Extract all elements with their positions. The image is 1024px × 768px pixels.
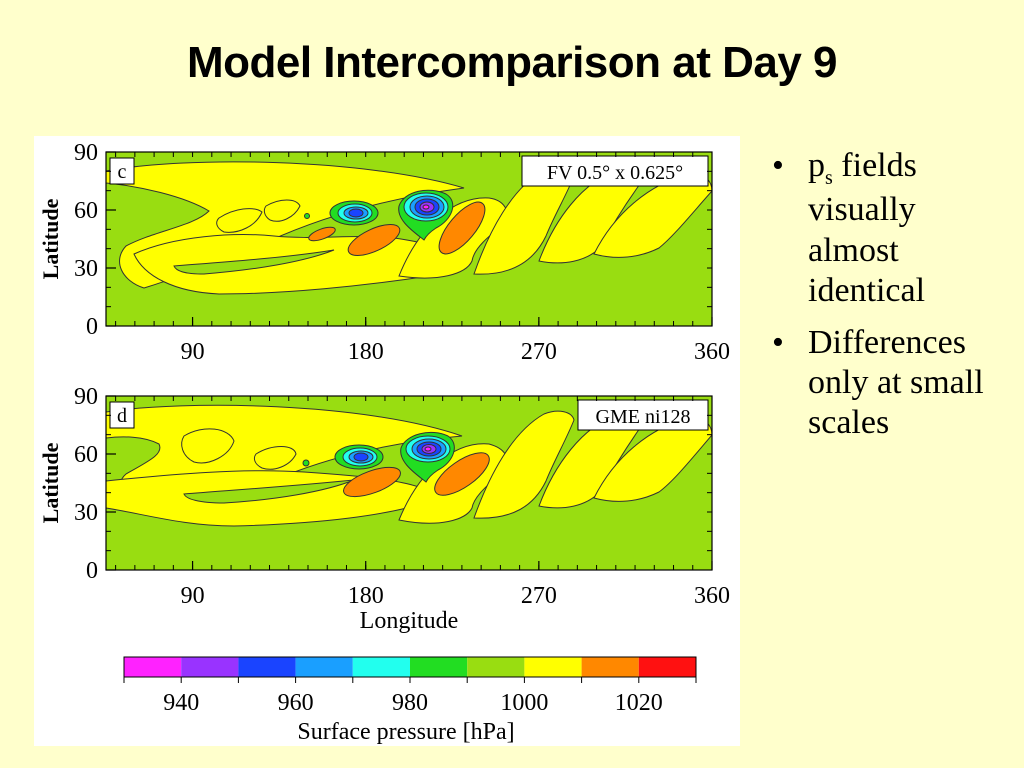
- panel-d-y-tick-label: 60: [74, 442, 98, 468]
- panel-d-lobe-small-2: [253, 446, 297, 470]
- panel-d-x-tick-label: 90: [181, 583, 205, 609]
- bullet-dot-icon: •: [772, 323, 784, 361]
- panel-d-low-2: [400, 432, 455, 483]
- colorbar-swatch: [295, 657, 353, 677]
- slide-title: Model Intercomparison at Day 9: [186, 38, 838, 87]
- panel-c-y-tick-label: 0: [86, 314, 98, 340]
- colorbar-swatch: [238, 657, 296, 677]
- colorbar-swatch: [124, 657, 182, 677]
- panel-d-ylabel: Latitude: [38, 442, 63, 523]
- panel-d-high-1: [343, 466, 401, 498]
- panel-d-model-label: GME ni128: [596, 406, 691, 428]
- bullet-item-2: • Differences only at small scales: [770, 323, 1010, 443]
- panel-c-x-tick-label: 90: [181, 339, 205, 365]
- panel-c-high-2: [438, 201, 486, 255]
- panel-c-low-2: [398, 189, 454, 241]
- panel-c-y-tick-label: 60: [74, 198, 98, 224]
- panel-c-lobe-small-2: [263, 199, 301, 222]
- colorbar-tick-label: 940: [163, 690, 199, 716]
- colorbar-tick-label: 1000: [500, 690, 548, 716]
- pressure-figure: c FV 0.5° x 0.625° d GME ni128 Latitude …: [34, 136, 740, 746]
- panel-d-x-tick-label: 270: [521, 583, 557, 609]
- panel-c-x-tick-label: 270: [521, 339, 557, 365]
- bullet-1-subscript: s: [825, 166, 833, 189]
- panel-c-high-3: [308, 226, 336, 242]
- colorbar-swatch: [410, 657, 468, 677]
- panel-c-ylabel: Latitude: [38, 198, 63, 279]
- panel-d-high-2: [434, 452, 490, 496]
- colorbar-swatch: [352, 657, 410, 677]
- panel-d-label: d: [117, 405, 127, 427]
- panel-c-label: c: [118, 161, 127, 183]
- panel-d-ticks: 90 180 270 360 0 30 60 90: [74, 384, 730, 609]
- bullet-1-rest: fields visually almost identical: [808, 147, 926, 309]
- panel-d-y-tick-label: 90: [74, 384, 98, 410]
- panel-c-x-tick-label: 360: [694, 339, 730, 365]
- colorbar-swatch: [638, 657, 696, 677]
- bullet-dot-icon: •: [772, 147, 784, 184]
- panel-d-lobe-small-1: [181, 428, 235, 464]
- panel-d-wave-2: [473, 410, 575, 519]
- bullet-1-text: p: [808, 147, 825, 184]
- panel-c-high-1: [347, 224, 401, 256]
- colorbar-swatch: [467, 657, 525, 677]
- panel-c-label-box: c: [109, 157, 135, 185]
- panel-d-low-1: [334, 444, 384, 470]
- colorbar-tick-label: 980: [392, 690, 428, 716]
- panel-d-y-tick-label: 30: [74, 500, 98, 526]
- panel-d-label-box: d: [109, 401, 135, 429]
- colorbar: 940 960 980 1000 1020: [123, 656, 697, 716]
- panel-c-low-1: [329, 200, 379, 226]
- panel-c-model-label: FV 0.5° x 0.625°: [547, 162, 683, 184]
- panel-c-model-box: FV 0.5° x 0.625°: [521, 155, 709, 187]
- panel-d-y-tick-label: 0: [86, 558, 98, 584]
- colorbar-swatch: [524, 657, 582, 677]
- panel-c-x-tick-label: 180: [348, 339, 384, 365]
- panel-d-model-box: GME ni128: [577, 399, 709, 431]
- bullet-item-1: • ps fields visually almost identical: [770, 146, 1010, 311]
- bullet-list: • ps fields visually almost identical • …: [770, 146, 1010, 455]
- bullet-2-text: Differences only at small scales: [808, 323, 984, 441]
- figure-svg: c FV 0.5° x 0.625° d GME ni128 Latitude …: [38, 140, 730, 745]
- colorbar-tick-label: 960: [278, 690, 314, 716]
- colorbar-tick-label: 1020: [615, 690, 663, 716]
- panel-d-plot: [105, 395, 713, 571]
- panel-c-y-tick-label: 30: [74, 256, 98, 282]
- panel-d-x-tick-label: 180: [348, 583, 384, 609]
- colorbar-label: Surface pressure [hPa]: [297, 719, 514, 745]
- colorbar-swatch: [181, 657, 239, 677]
- panel-c-ticks: 90 180 270 360 0 30 60 90: [74, 140, 730, 365]
- panel-c-y-tick-label: 90: [74, 140, 98, 166]
- colorbar-swatch: [581, 657, 639, 677]
- panel-d-strip-green: [183, 479, 355, 504]
- panel-c-band-strip: [173, 249, 335, 275]
- panel-c-lobe-small-1: [216, 208, 263, 233]
- panel-d-x-tick-label: 360: [694, 583, 730, 609]
- panel-d-xlabel: Longitude: [360, 608, 459, 634]
